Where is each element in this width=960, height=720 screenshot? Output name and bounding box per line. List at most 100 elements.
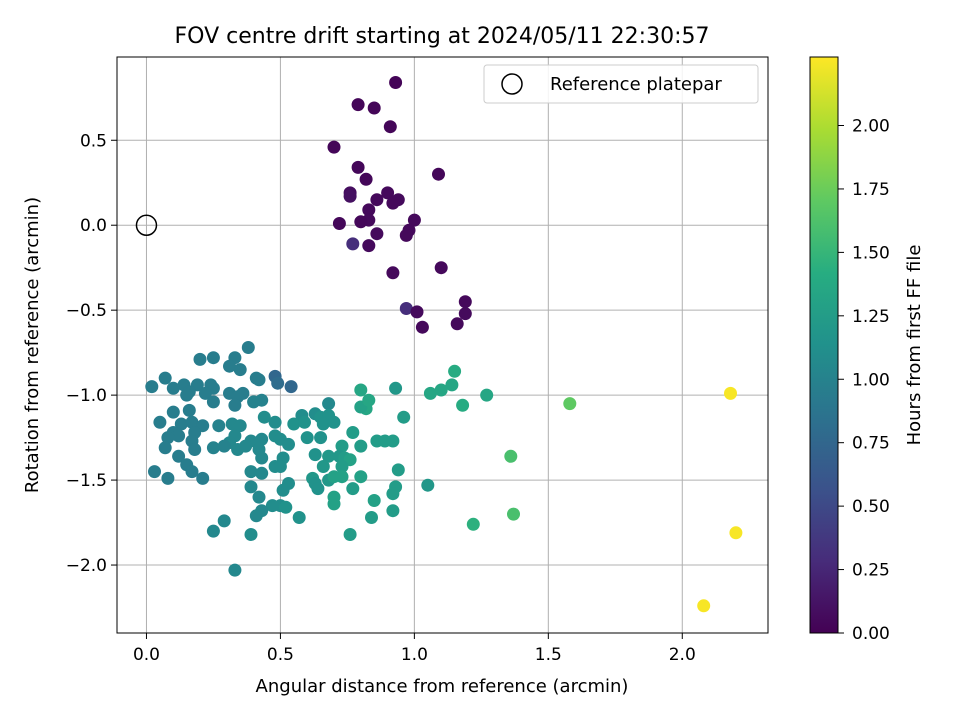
legend-entry-reference: Reference platepar (550, 74, 722, 95)
data-point (359, 172, 373, 186)
data-point (188, 443, 202, 456)
data-point (239, 439, 253, 453)
data-point (354, 383, 368, 397)
legend: Reference platepar (483, 64, 759, 104)
data-point (244, 465, 258, 479)
data-point (434, 261, 448, 275)
data-point (172, 449, 186, 463)
reference-platepar-point (135, 214, 158, 236)
data-point (445, 378, 459, 392)
data-point (354, 439, 368, 453)
data-point (343, 528, 357, 541)
data-point (180, 388, 194, 402)
data-point (729, 526, 743, 540)
colorbar-tick-label: 2.00 (852, 117, 890, 137)
data-point (206, 395, 220, 409)
data-point (298, 415, 311, 429)
data-point (316, 417, 330, 431)
data-point (423, 386, 437, 400)
data-point (265, 499, 279, 513)
data-point (322, 449, 336, 463)
data-point (697, 599, 711, 613)
data-point (504, 449, 518, 463)
data-point (158, 371, 172, 385)
chart-title: FOV centre drift starting at 2024/05/11 … (175, 24, 710, 49)
y-tick-label: −2.0 (66, 556, 107, 576)
data-point (193, 352, 207, 366)
data-point (257, 410, 271, 424)
data-point (386, 196, 400, 210)
data-point (182, 403, 196, 417)
data-point (148, 465, 161, 479)
data-point (362, 203, 376, 217)
data-point (335, 470, 349, 484)
data-point (212, 419, 226, 433)
data-point (206, 441, 220, 455)
data-point (386, 266, 400, 280)
data-point (279, 500, 293, 514)
x-tick-label: 0.0 (133, 645, 160, 665)
colorbar-label: Hours from first FF file (904, 245, 925, 446)
data-point (389, 76, 403, 89)
data-point (327, 140, 341, 154)
data-point (415, 320, 429, 334)
data-point (196, 471, 210, 485)
data-point (292, 511, 306, 524)
data-point (507, 507, 520, 521)
data-point (244, 528, 258, 541)
legend-box (483, 64, 759, 104)
data-point (332, 217, 346, 230)
data-point (172, 429, 186, 443)
y-tick-label: −1.5 (66, 471, 107, 491)
data-point (456, 398, 470, 412)
data-point (255, 432, 269, 446)
data-point (249, 509, 263, 523)
data-point (346, 426, 360, 439)
data-point (351, 98, 365, 112)
data-point (241, 341, 255, 354)
data-point (399, 302, 413, 315)
colorbar-tick-label: 1.25 (852, 307, 890, 327)
data-point (343, 189, 357, 203)
data-point (322, 397, 336, 411)
data-point (255, 466, 269, 480)
data-point (161, 471, 175, 485)
data-point (391, 463, 405, 477)
data-point (161, 431, 175, 445)
data-point (166, 381, 180, 395)
data-point (255, 451, 269, 465)
data-point (276, 483, 290, 497)
data-point (365, 511, 378, 524)
data-point (228, 398, 242, 412)
colorbar-tick-label: 0.75 (852, 434, 890, 454)
colorbar-gradient (809, 56, 839, 634)
data-point (466, 517, 480, 531)
data-point (233, 419, 247, 433)
y-tick-label: −1.0 (66, 386, 107, 406)
y-tick-label: 0.0 (80, 216, 107, 236)
x-tick-label: 0.5 (267, 645, 294, 665)
data-point (407, 213, 421, 227)
data-point (367, 494, 381, 507)
colorbar-tick-label: 1.75 (852, 180, 890, 200)
colorbar-tick-label: 0.50 (852, 497, 890, 517)
data-point (282, 437, 295, 451)
colorbar-ticks: 0.00 0.25 0.50 0.75 1.00 1.25 1.50 1.75 2.00 (838, 117, 890, 644)
data-point (370, 227, 384, 241)
x-axis-label: Angular distance from reference (arcmin) (256, 676, 629, 697)
data-point (410, 305, 424, 319)
data-point (370, 193, 384, 207)
data-point (448, 364, 462, 378)
data-point (346, 237, 360, 251)
data-point (450, 317, 464, 331)
data-point (563, 397, 577, 411)
data-point (480, 388, 494, 402)
data-point (381, 186, 395, 200)
y-axis-ticks: 0.5 0.0 −0.5 −1.0 −1.5 −2.0 (66, 131, 117, 576)
data-point (335, 439, 349, 453)
data-points (145, 76, 743, 613)
data-point (244, 480, 258, 494)
data-point (271, 376, 285, 390)
colorbar: 0.00 0.25 0.50 0.75 1.00 1.25 1.50 1.75 2.00 Hou… (809, 56, 925, 644)
